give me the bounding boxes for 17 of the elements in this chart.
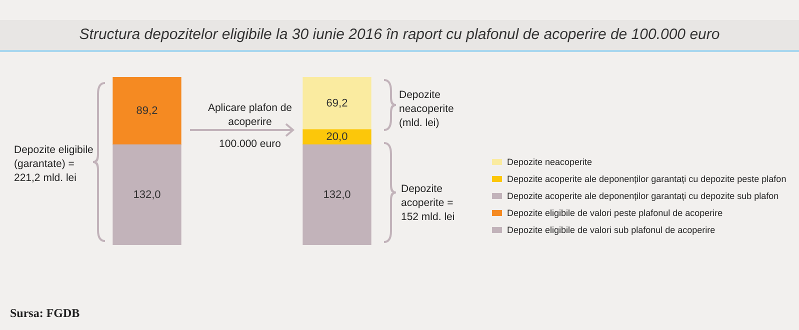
data-label: 69,2 (326, 97, 348, 110)
annotation: Depozite eligibile (garantate) = 221,2 mld. lei (14, 143, 94, 185)
chart-title: Structura depozitelor eligibile la 30 iunie 2016 în raport cu plafonul de acoperire de 100.000 euro (0, 20, 799, 52)
annotation: 100.000 euro (218, 137, 282, 151)
text: Sursa: FGDB (10, 306, 81, 320)
data-label: 89,2 (136, 104, 158, 117)
data-label: 132,0 (323, 188, 351, 201)
data-label: 132,0 (133, 188, 161, 201)
legend-label: Depozite eligibile de valori peste plafonul de acoperire (507, 208, 723, 218)
legend-label: Depozite acoperite ale deponenților garantați cu depozite sub plafon (507, 190, 779, 200)
annotation: Aplicare plafon de acoperire (206, 101, 294, 129)
legend-label: Depozite acoperite ale deponenților garantați cu depozite peste plafon (507, 174, 786, 184)
annotation: Depozite acoperite = 152 mld. lei (401, 182, 456, 224)
legend-label: Depozite neacoperite (507, 156, 592, 166)
data-label: 20,0 (326, 131, 348, 144)
annotation: Depozite neacoperite (mld. lei) (399, 88, 455, 130)
legend-label: Depozite eligibile de valori sub plafonul de acoperire (507, 224, 716, 234)
